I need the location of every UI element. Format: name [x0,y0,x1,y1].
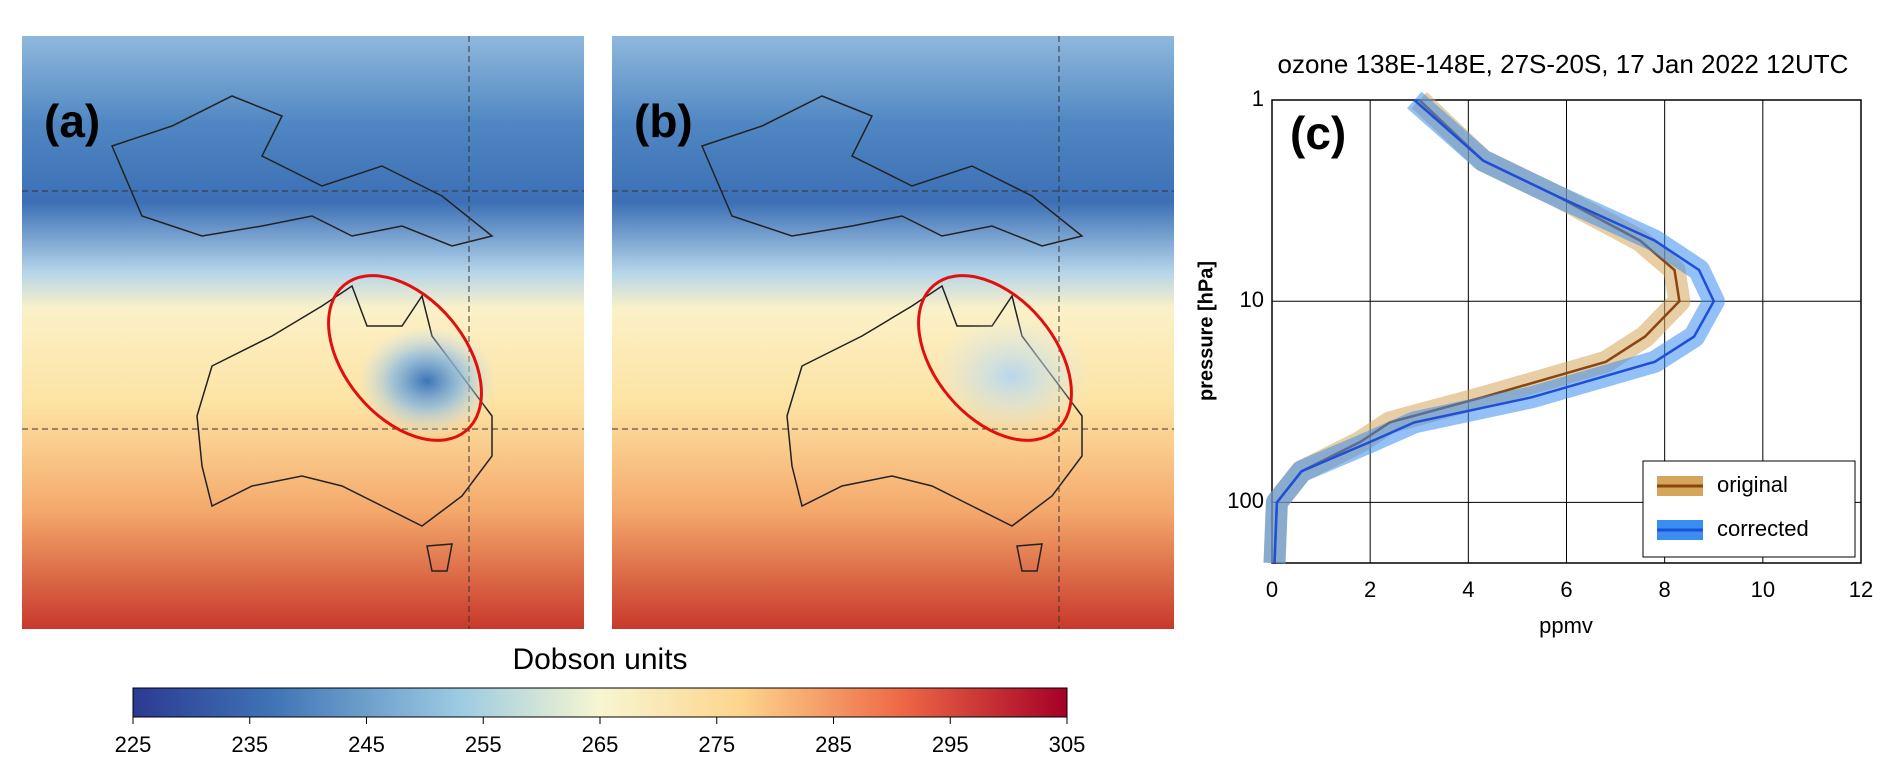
x-tick-label: 6 [1560,577,1572,602]
panel-label: (c) [1290,107,1346,159]
colorbar-title: Dobson units [512,643,687,676]
map-a [21,35,585,630]
x-tick-label: 255 [465,732,502,757]
x-tick-label: 275 [698,732,735,757]
x-tick-label: 285 [815,732,852,757]
x-tick-label: 4 [1462,577,1474,602]
x-tick-label: 2 [1364,577,1376,602]
x-axis-label: ppmv [1539,613,1593,638]
y-tick-label: 100 [1227,488,1264,513]
highlight-ellipse [327,274,483,442]
x-tick-label: 8 [1659,577,1671,602]
highlight-ellipse [917,274,1073,442]
panel-label: (a) [44,95,100,147]
map-b [611,35,1175,630]
legend-label: original [1717,472,1788,497]
x-tick-label: 245 [348,732,385,757]
x-tick-label: 305 [1049,732,1086,757]
x-tick-label: 265 [582,732,619,757]
colorbar [132,687,1068,718]
x-tick-label: 10 [1751,577,1775,602]
x-tick-label: 225 [115,732,152,757]
y-tick-label: 1 [1252,86,1264,111]
x-tick-label: 295 [932,732,969,757]
x-tick-label: 0 [1266,577,1278,602]
x-tick-label: 12 [1849,577,1873,602]
chart-title: ozone 138E-148E, 27S-20S, 17 Jan 2022 12… [1278,49,1849,79]
y-axis-label: pressure [hPa] [1195,261,1217,401]
y-tick-label: 10 [1240,287,1264,312]
series-line [1273,99,1716,564]
panel-label: (b) [634,95,693,147]
legend-label: corrected [1717,516,1809,541]
x-tick-label: 235 [231,732,268,757]
